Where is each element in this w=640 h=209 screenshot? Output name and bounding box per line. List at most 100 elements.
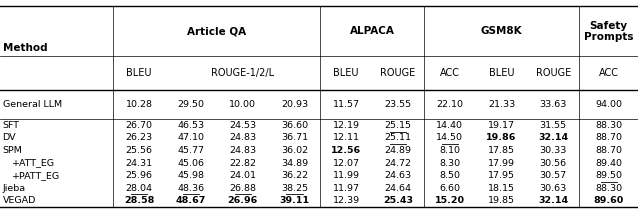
Text: 88.70: 88.70 [595, 133, 622, 143]
Text: 38.25: 38.25 [281, 184, 308, 193]
Text: 20.93: 20.93 [281, 100, 308, 109]
Text: 8.50: 8.50 [439, 171, 460, 180]
Text: 17.99: 17.99 [488, 158, 515, 168]
Text: VEGAD: VEGAD [3, 196, 36, 205]
Text: 12.11: 12.11 [333, 133, 360, 143]
Text: 15.20: 15.20 [435, 196, 465, 205]
Text: 26.88: 26.88 [229, 184, 256, 193]
Text: 24.64: 24.64 [385, 184, 412, 193]
Text: 25.15: 25.15 [385, 121, 412, 130]
Text: 17.85: 17.85 [488, 146, 515, 155]
Text: 33.63: 33.63 [540, 100, 567, 109]
Text: ACC: ACC [598, 68, 619, 78]
Text: 22.10: 22.10 [436, 100, 463, 109]
Text: 89.60: 89.60 [593, 196, 624, 205]
Text: BLEU: BLEU [333, 68, 359, 78]
Text: 34.89: 34.89 [281, 158, 308, 168]
Text: 89.50: 89.50 [595, 171, 622, 180]
Text: 24.83: 24.83 [229, 133, 256, 143]
Text: 12.56: 12.56 [331, 146, 362, 155]
Text: 46.53: 46.53 [177, 121, 205, 130]
Text: 24.53: 24.53 [229, 121, 256, 130]
Text: ROUGE: ROUGE [536, 68, 571, 78]
Text: 19.86: 19.86 [486, 133, 516, 143]
Text: 30.63: 30.63 [540, 184, 567, 193]
Text: 17.95: 17.95 [488, 171, 515, 180]
Text: 30.57: 30.57 [540, 171, 567, 180]
Text: 24.89: 24.89 [385, 146, 412, 155]
Text: 11.99: 11.99 [333, 171, 360, 180]
Text: ROUGE: ROUGE [380, 68, 415, 78]
Text: 36.71: 36.71 [281, 133, 308, 143]
Text: ROUGE-1/2/L: ROUGE-1/2/L [211, 68, 275, 78]
Text: 25.11: 25.11 [385, 133, 412, 143]
Text: 22.82: 22.82 [229, 158, 256, 168]
Text: 48.36: 48.36 [177, 184, 205, 193]
Text: 28.04: 28.04 [125, 184, 153, 193]
Text: Method: Method [3, 43, 47, 53]
Text: 28.58: 28.58 [124, 196, 154, 205]
Text: +PATT_EG: +PATT_EG [12, 171, 60, 180]
Text: 25.96: 25.96 [125, 171, 153, 180]
Text: ALPACA: ALPACA [349, 26, 394, 36]
Text: 32.14: 32.14 [538, 133, 568, 143]
Text: 30.56: 30.56 [540, 158, 567, 168]
Text: ACC: ACC [440, 68, 460, 78]
Text: 94.00: 94.00 [595, 100, 622, 109]
Text: 31.55: 31.55 [540, 121, 567, 130]
Text: 14.40: 14.40 [436, 121, 463, 130]
Text: 26.96: 26.96 [228, 196, 258, 205]
Text: 19.85: 19.85 [488, 196, 515, 205]
Text: 25.56: 25.56 [125, 146, 153, 155]
Text: 88.70: 88.70 [595, 146, 622, 155]
Text: GSM8K: GSM8K [481, 26, 522, 36]
Text: 45.98: 45.98 [177, 171, 204, 180]
Text: Jieba: Jieba [3, 184, 26, 193]
Text: 30.33: 30.33 [540, 146, 567, 155]
Text: 88.30: 88.30 [595, 184, 622, 193]
Text: 24.01: 24.01 [229, 171, 256, 180]
Text: 88.30: 88.30 [595, 121, 622, 130]
Text: 10.28: 10.28 [125, 100, 153, 109]
Text: Safety
Prompts: Safety Prompts [584, 20, 634, 42]
Text: 39.11: 39.11 [280, 196, 310, 205]
Text: 26.23: 26.23 [125, 133, 153, 143]
Text: 48.67: 48.67 [176, 196, 206, 205]
Text: 12.19: 12.19 [333, 121, 360, 130]
Text: 32.14: 32.14 [538, 196, 568, 205]
Text: 23.55: 23.55 [385, 100, 412, 109]
Text: 24.72: 24.72 [385, 158, 412, 168]
Text: 10.00: 10.00 [229, 100, 256, 109]
Text: 26.70: 26.70 [125, 121, 153, 130]
Text: 14.50: 14.50 [436, 133, 463, 143]
Text: 45.77: 45.77 [177, 146, 204, 155]
Text: 24.63: 24.63 [385, 171, 412, 180]
Text: General LLM: General LLM [3, 100, 61, 109]
Text: 6.60: 6.60 [439, 184, 460, 193]
Text: Article QA: Article QA [188, 26, 246, 36]
Text: 19.17: 19.17 [488, 121, 515, 130]
Text: 24.31: 24.31 [125, 158, 153, 168]
Text: DV: DV [3, 133, 16, 143]
Text: SPM: SPM [3, 146, 22, 155]
Text: 24.83: 24.83 [229, 146, 256, 155]
Text: 8.10: 8.10 [439, 146, 460, 155]
Text: SFT: SFT [3, 121, 20, 130]
Text: BLEU: BLEU [489, 68, 514, 78]
Text: 8.30: 8.30 [439, 158, 460, 168]
Text: 89.40: 89.40 [595, 158, 622, 168]
Text: 25.43: 25.43 [383, 196, 413, 205]
Text: BLEU: BLEU [127, 68, 152, 78]
Text: +ATT_EG: +ATT_EG [12, 158, 54, 168]
Text: 21.33: 21.33 [488, 100, 515, 109]
Text: 11.97: 11.97 [333, 184, 360, 193]
Text: 11.57: 11.57 [333, 100, 360, 109]
Text: 36.60: 36.60 [281, 121, 308, 130]
Text: 47.10: 47.10 [177, 133, 204, 143]
Text: 36.22: 36.22 [281, 171, 308, 180]
Text: 45.06: 45.06 [177, 158, 204, 168]
Text: 36.02: 36.02 [281, 146, 308, 155]
Text: 29.50: 29.50 [177, 100, 204, 109]
Text: 12.39: 12.39 [333, 196, 360, 205]
Text: 18.15: 18.15 [488, 184, 515, 193]
